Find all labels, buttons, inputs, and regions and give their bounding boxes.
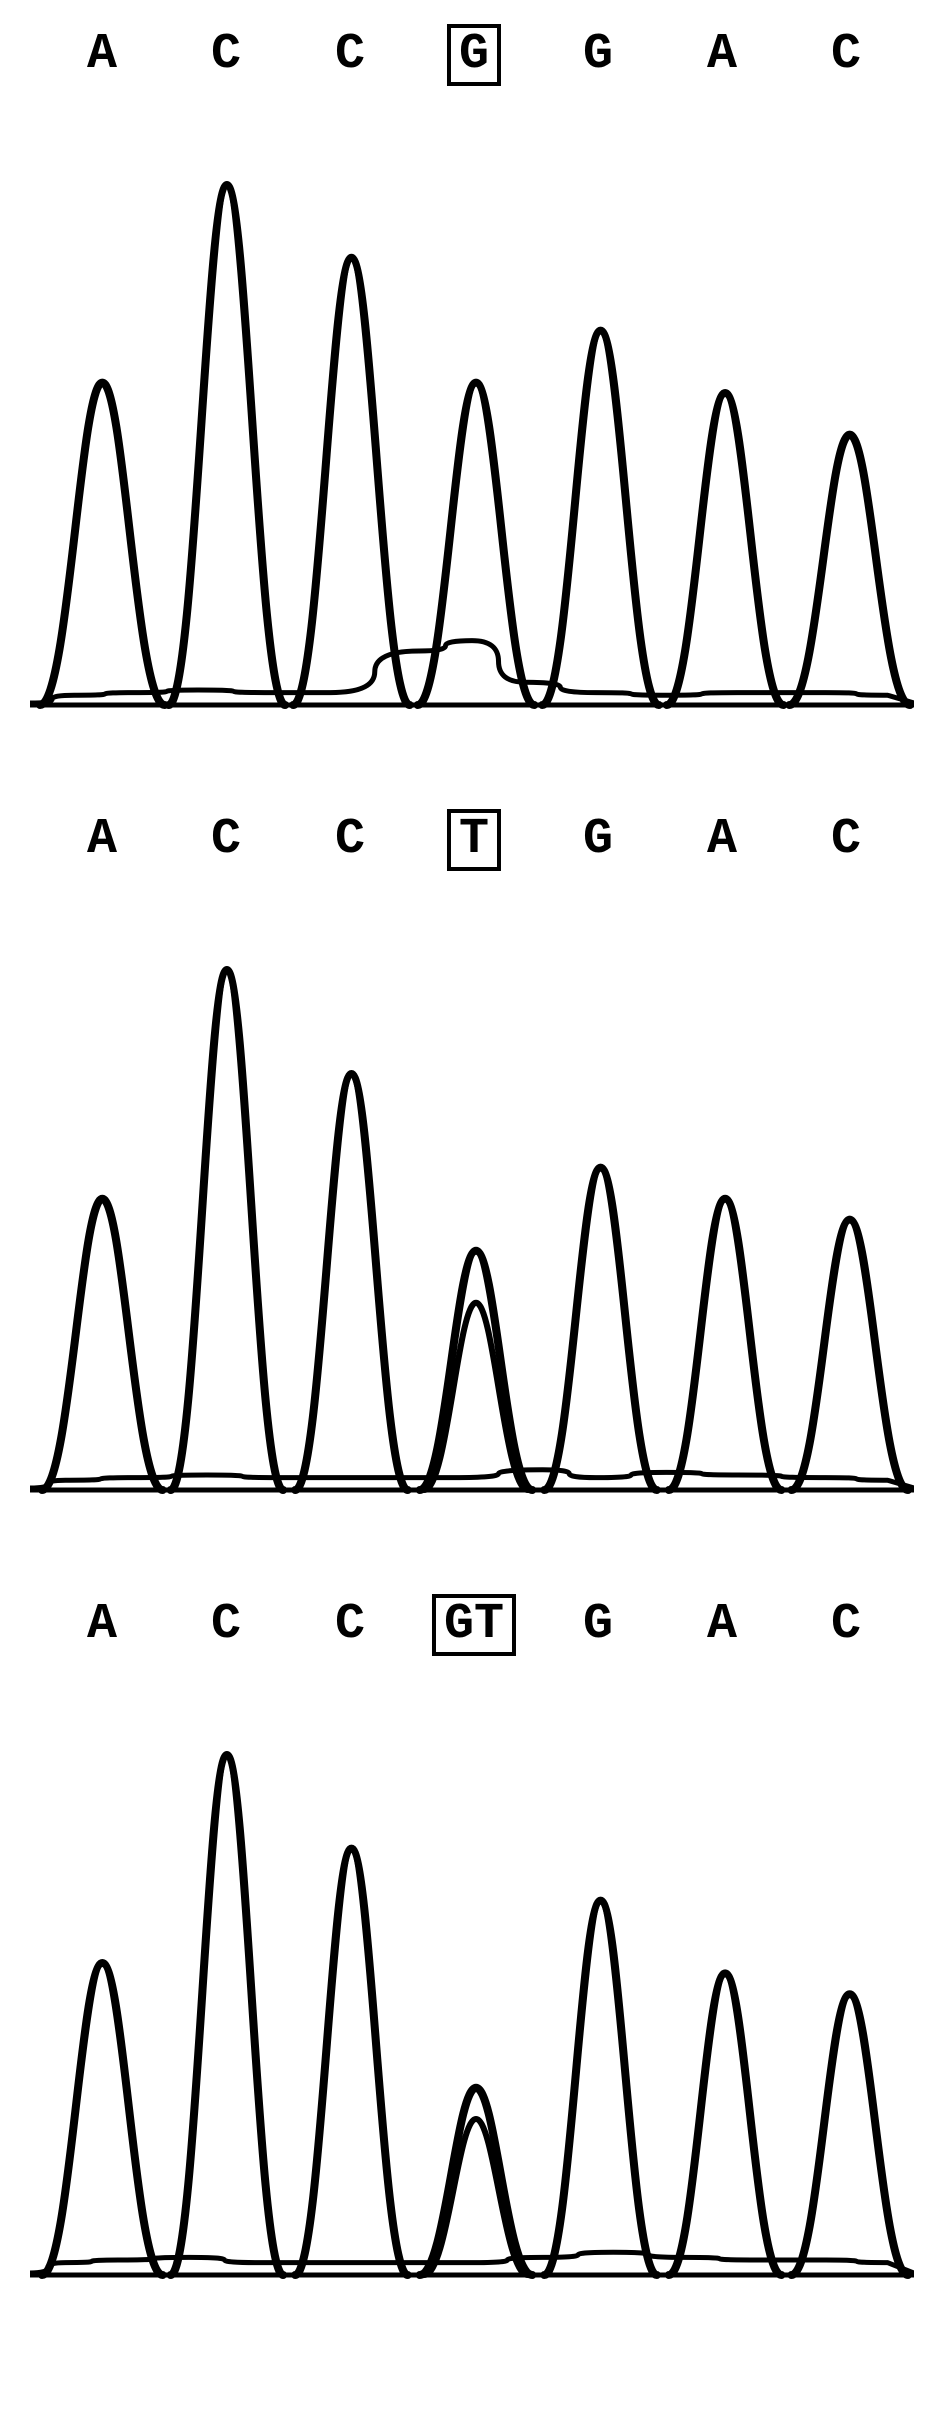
base-label: C <box>831 30 861 80</box>
peak <box>295 1074 408 1490</box>
peak <box>791 1994 908 2275</box>
peak <box>295 1849 408 2275</box>
low-trace <box>30 1470 914 1488</box>
highlight-box: T <box>447 809 501 871</box>
chromatogram-panel: ACCTGAC <box>30 805 914 1500</box>
chromatogram-panel: A C C GT G A C <box>30 1590 914 2285</box>
highlight-box: G <box>447 24 501 86</box>
chromatogram-svg <box>30 1745 914 2285</box>
base-label: C <box>831 1600 861 1650</box>
base-label-boxed: GT <box>432 1594 516 1656</box>
base-label-boxed: G <box>447 24 501 86</box>
peak <box>789 435 910 705</box>
low-trace <box>30 2252 914 2273</box>
base-labels-row: ACCTGAC <box>30 805 914 875</box>
peak <box>420 1251 533 1490</box>
base-label: C <box>335 30 365 80</box>
base-label: C <box>211 1600 241 1650</box>
chromatogram-figure: A C C G G A C A C C T G A C A C C GT G A C <box>30 20 914 2285</box>
base-label: C <box>211 30 241 80</box>
base-label: C <box>831 815 861 865</box>
peak <box>42 1963 163 2275</box>
base-label: A <box>87 815 117 865</box>
peak-inner <box>424 1303 528 1490</box>
peak-inner <box>424 2119 528 2275</box>
base-label-boxed: T <box>447 809 501 871</box>
base-label: A <box>707 815 737 865</box>
peak <box>169 185 286 705</box>
peak <box>669 1199 782 1490</box>
base-label: A <box>87 1600 117 1650</box>
base-label: G <box>583 1600 613 1650</box>
base-label: C <box>335 1600 365 1650</box>
base-label: A <box>87 30 117 80</box>
highlight-box: GT <box>432 1594 516 1656</box>
base-label: C <box>335 815 365 865</box>
chromatogram-panel: ACCGGAC <box>30 20 914 715</box>
base-label: A <box>707 1600 737 1650</box>
peak <box>293 258 410 705</box>
peak <box>667 393 784 705</box>
peak <box>544 1901 657 2275</box>
peak <box>171 1755 284 2275</box>
base-label: G <box>583 815 613 865</box>
peak <box>42 1199 163 1490</box>
chromatogram-svg <box>30 175 914 715</box>
base-labels-row: A C C GT G A C <box>30 1590 914 1660</box>
peak <box>171 970 284 1490</box>
base-label: A <box>707 30 737 80</box>
base-label: C <box>211 815 241 865</box>
peak <box>542 331 659 705</box>
base-label: G <box>583 30 613 80</box>
peak <box>544 1168 657 1490</box>
peak <box>791 1220 908 1490</box>
base-labels-row: ACCGGAC <box>30 20 914 90</box>
peak <box>420 2088 533 2275</box>
low-trace <box>30 641 914 703</box>
peak <box>669 1973 782 2275</box>
chromatogram-svg <box>30 960 914 1500</box>
peak <box>418 383 535 705</box>
peak <box>40 383 165 705</box>
